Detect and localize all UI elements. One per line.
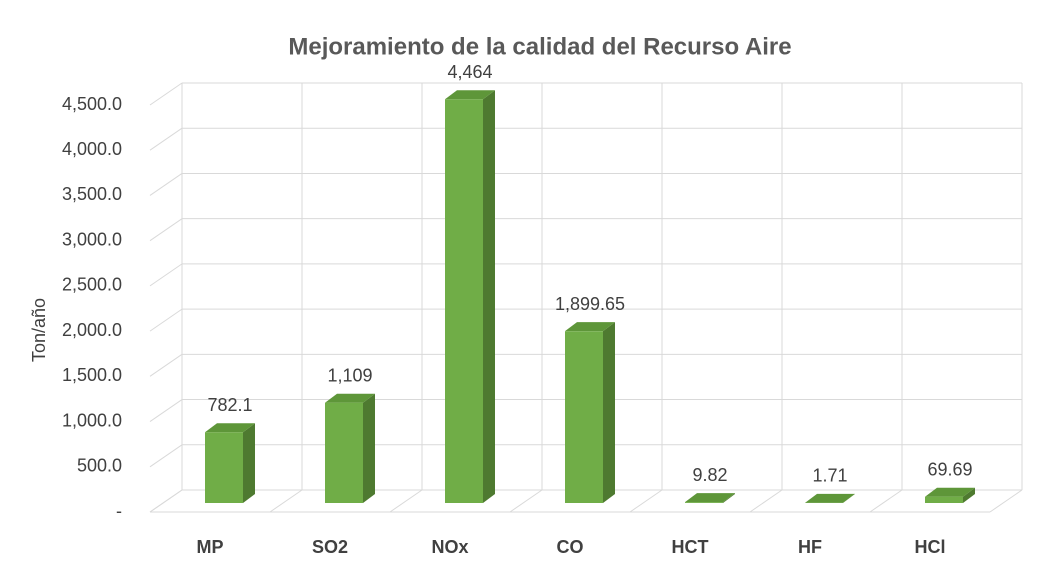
x-tick-label: CO (557, 537, 584, 557)
y-tick-label: 500.0 (77, 456, 122, 476)
bar (565, 331, 603, 503)
floor-divider (389, 489, 423, 513)
bar-top (685, 493, 735, 503)
floor-edge (989, 489, 1023, 513)
bar-side (483, 90, 495, 504)
bar-top (925, 487, 975, 497)
data-label: 1,899.65 (555, 294, 625, 314)
grid-line-side (149, 218, 183, 242)
grid-line-side (149, 82, 183, 106)
x-tick-label: NOx (431, 537, 468, 557)
bar-side (963, 487, 975, 503)
bar-top (205, 423, 255, 433)
y-tick-label: 3,000.0 (62, 229, 122, 249)
y-tick-label: - (116, 501, 122, 521)
grid-line-side (149, 353, 183, 377)
bar-top (445, 90, 495, 100)
bar-side (363, 393, 375, 503)
y-tick-label: 4,500.0 (62, 94, 122, 114)
bar-side (243, 423, 255, 503)
y-axis-label: Ton/año (29, 298, 49, 362)
data-label: 1,109 (327, 365, 372, 385)
data-label: 1.71 (812, 466, 847, 486)
floor-divider (749, 489, 783, 513)
grid-line-side (149, 308, 183, 332)
bar-top (325, 393, 375, 403)
bar-side (723, 493, 735, 503)
grid-line-side (149, 263, 183, 287)
x-tick-label: MP (197, 537, 224, 557)
y-tick-label: 2,500.0 (62, 275, 122, 295)
y-tick-label: 2,000.0 (62, 320, 122, 340)
data-label: 782.1 (207, 395, 252, 415)
y-tick-label: 3,500.0 (62, 184, 122, 204)
grid-line-side (149, 127, 183, 151)
bar (925, 496, 963, 503)
chart-title: Mejoramiento de la calidad del Recurso A… (288, 33, 791, 60)
bar (445, 99, 483, 504)
x-tick-label: HCT (672, 537, 709, 557)
data-label: 4,464 (447, 62, 492, 82)
bar (685, 502, 723, 503)
bar (205, 432, 243, 503)
floor-divider (629, 489, 663, 513)
floor-divider (869, 489, 903, 513)
grid-line-side (149, 444, 183, 468)
x-tick-label: SO2 (312, 537, 348, 557)
floor-divider (269, 489, 303, 513)
y-tick-label: 1,500.0 (62, 365, 122, 385)
bar-top (805, 493, 855, 503)
bar-top (565, 322, 615, 332)
y-tick-label: 4,000.0 (62, 139, 122, 159)
bar-side (603, 322, 615, 503)
floor-divider (149, 489, 183, 513)
y-tick-label: 1,000.0 (62, 410, 122, 430)
x-tick-label: HCl (915, 537, 946, 557)
floor-divider (509, 489, 543, 513)
grid-line-side (149, 173, 183, 196)
bar (325, 402, 363, 503)
data-label: 69.69 (927, 459, 972, 479)
x-tick-label: HF (798, 537, 822, 557)
data-label: 9.82 (692, 465, 727, 485)
bar-side (843, 493, 855, 503)
grid-line-side (149, 399, 183, 422)
